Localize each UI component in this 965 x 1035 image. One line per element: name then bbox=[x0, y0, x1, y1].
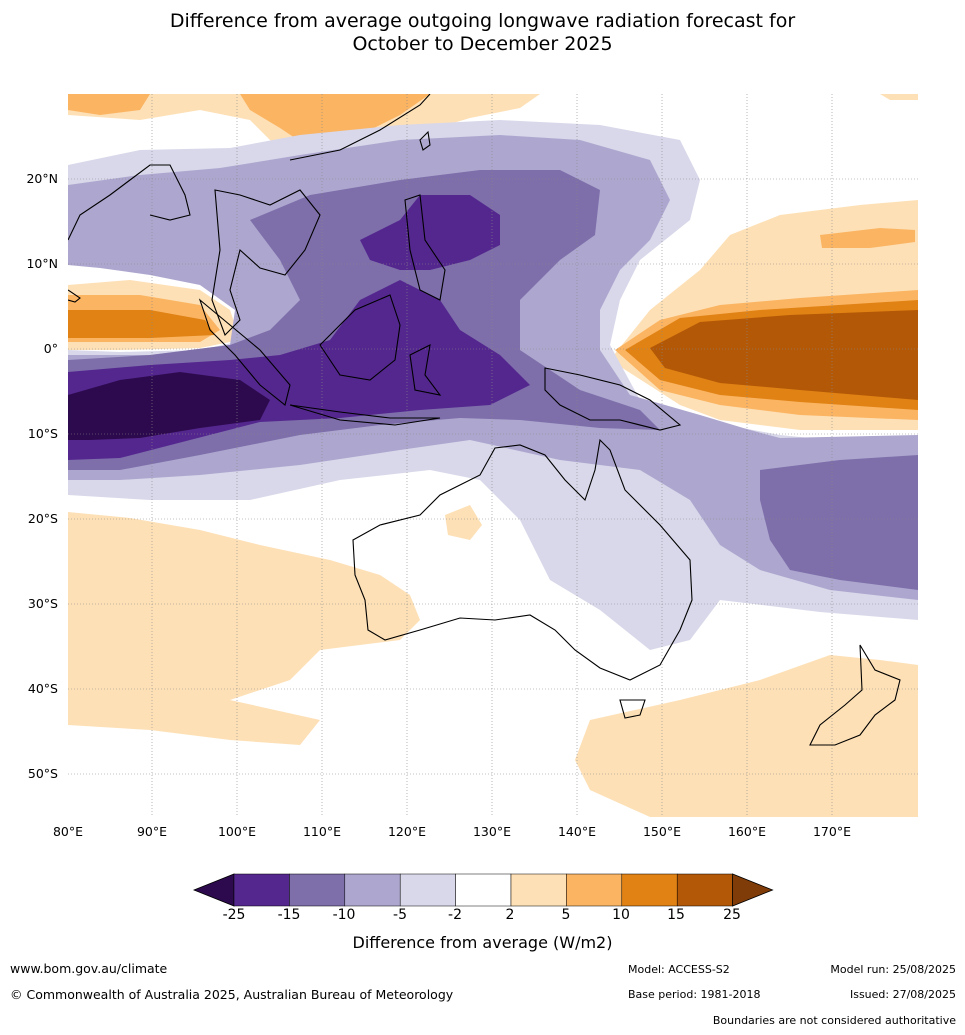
colorbar-box bbox=[399, 873, 456, 907]
footer-model: Model: ACCESS-S2 bbox=[628, 963, 730, 976]
coastlines bbox=[68, 94, 901, 746]
graticule bbox=[68, 94, 918, 817]
lon-label-120e: 120°E bbox=[387, 824, 426, 839]
china-coast bbox=[289, 94, 431, 161]
java-coast bbox=[289, 404, 441, 426]
colorbar bbox=[192, 873, 774, 907]
colorbar-tick: -5 bbox=[393, 907, 407, 923]
anomaly-region-small-australia bbox=[445, 505, 482, 540]
lon-label-100e: 100°E bbox=[217, 824, 256, 839]
lon-label-80e: 80°E bbox=[52, 824, 84, 839]
lon-label-130e: 130°E bbox=[472, 824, 511, 839]
colorbar-tick: 10 bbox=[612, 907, 630, 923]
footer-copyright: © Commonwealth of Australia 2025, Austra… bbox=[10, 987, 454, 1002]
philippines-coast bbox=[404, 194, 446, 301]
colorbar-tick: -15 bbox=[277, 907, 301, 923]
lon-label-110e: 110°E bbox=[302, 824, 341, 839]
new-zealand-coast bbox=[809, 644, 901, 746]
colorbar-tick: 15 bbox=[667, 907, 685, 923]
taiwan-coast bbox=[419, 130, 431, 151]
colorbar-box bbox=[344, 873, 401, 907]
lat-label-20n: 20°N bbox=[26, 171, 58, 186]
lat-label-10s: 10°S bbox=[27, 426, 58, 441]
title-line-2: October to December 2025 bbox=[352, 33, 613, 55]
lat-label-50s: 50°S bbox=[27, 766, 58, 781]
colorbar-box bbox=[566, 873, 623, 907]
lat-label-30s: 30°S bbox=[27, 596, 58, 611]
footer-website[interactable]: www.bom.gov.au/climate bbox=[10, 961, 168, 976]
borneo-coast bbox=[319, 294, 401, 381]
colorbar-tick: -10 bbox=[332, 907, 356, 923]
lat-label-10n: 10°N bbox=[26, 256, 58, 271]
lon-label-170e: 170°E bbox=[812, 824, 851, 839]
colorbar-tick: -25 bbox=[222, 907, 246, 923]
australia-coast bbox=[352, 438, 693, 681]
lat-label-40s: 40°S bbox=[27, 681, 58, 696]
sulawesi-coast bbox=[409, 344, 442, 396]
colorbar-tick: 5 bbox=[561, 907, 571, 923]
lon-label-150e: 150°E bbox=[642, 824, 681, 839]
india-coast bbox=[68, 164, 191, 241]
anomaly-region-south-west bbox=[68, 512, 420, 745]
sumatra-coast bbox=[198, 298, 291, 406]
footer-base-period: Base period: 1981-2018 bbox=[628, 988, 761, 1001]
colorbar-tick: -2 bbox=[448, 907, 462, 923]
colorbar-extend-high bbox=[732, 873, 774, 907]
anomaly-region-south-east bbox=[575, 655, 918, 817]
lat-label-0: 0° bbox=[43, 341, 58, 356]
colorbar-tick: 2 bbox=[505, 907, 515, 923]
colorbar-extend-low bbox=[192, 873, 235, 907]
colorbar-box bbox=[455, 873, 512, 907]
footer-disclaimer: Boundaries are not considered authoritat… bbox=[712, 1014, 956, 1027]
colorbar-box bbox=[510, 873, 567, 907]
indochina-coast bbox=[211, 189, 321, 336]
colorbar-box bbox=[676, 873, 733, 907]
colorbar-tick: 25 bbox=[723, 907, 741, 923]
colorbar-box bbox=[233, 873, 290, 907]
new-guinea-coast bbox=[544, 367, 682, 431]
lon-label-90e: 90°E bbox=[136, 824, 168, 839]
footer-issued: Issued: 27/08/2025 bbox=[849, 988, 956, 1001]
colorbar-box bbox=[289, 873, 346, 907]
lon-label-140e: 140°E bbox=[557, 824, 596, 839]
footer-model-run: Model run: 25/08/2025 bbox=[830, 963, 956, 976]
title-line-1: Difference from average outgoing longwav… bbox=[169, 10, 796, 32]
lon-label-160e: 160°E bbox=[727, 824, 766, 839]
colorbar-title: Difference from average (W/m2) bbox=[352, 933, 613, 952]
lat-label-20s: 20°S bbox=[27, 511, 58, 526]
chart-title: Difference from average outgoing longwav… bbox=[0, 10, 965, 56]
colorbar-box bbox=[621, 873, 678, 907]
tasmania-coast bbox=[619, 699, 646, 719]
